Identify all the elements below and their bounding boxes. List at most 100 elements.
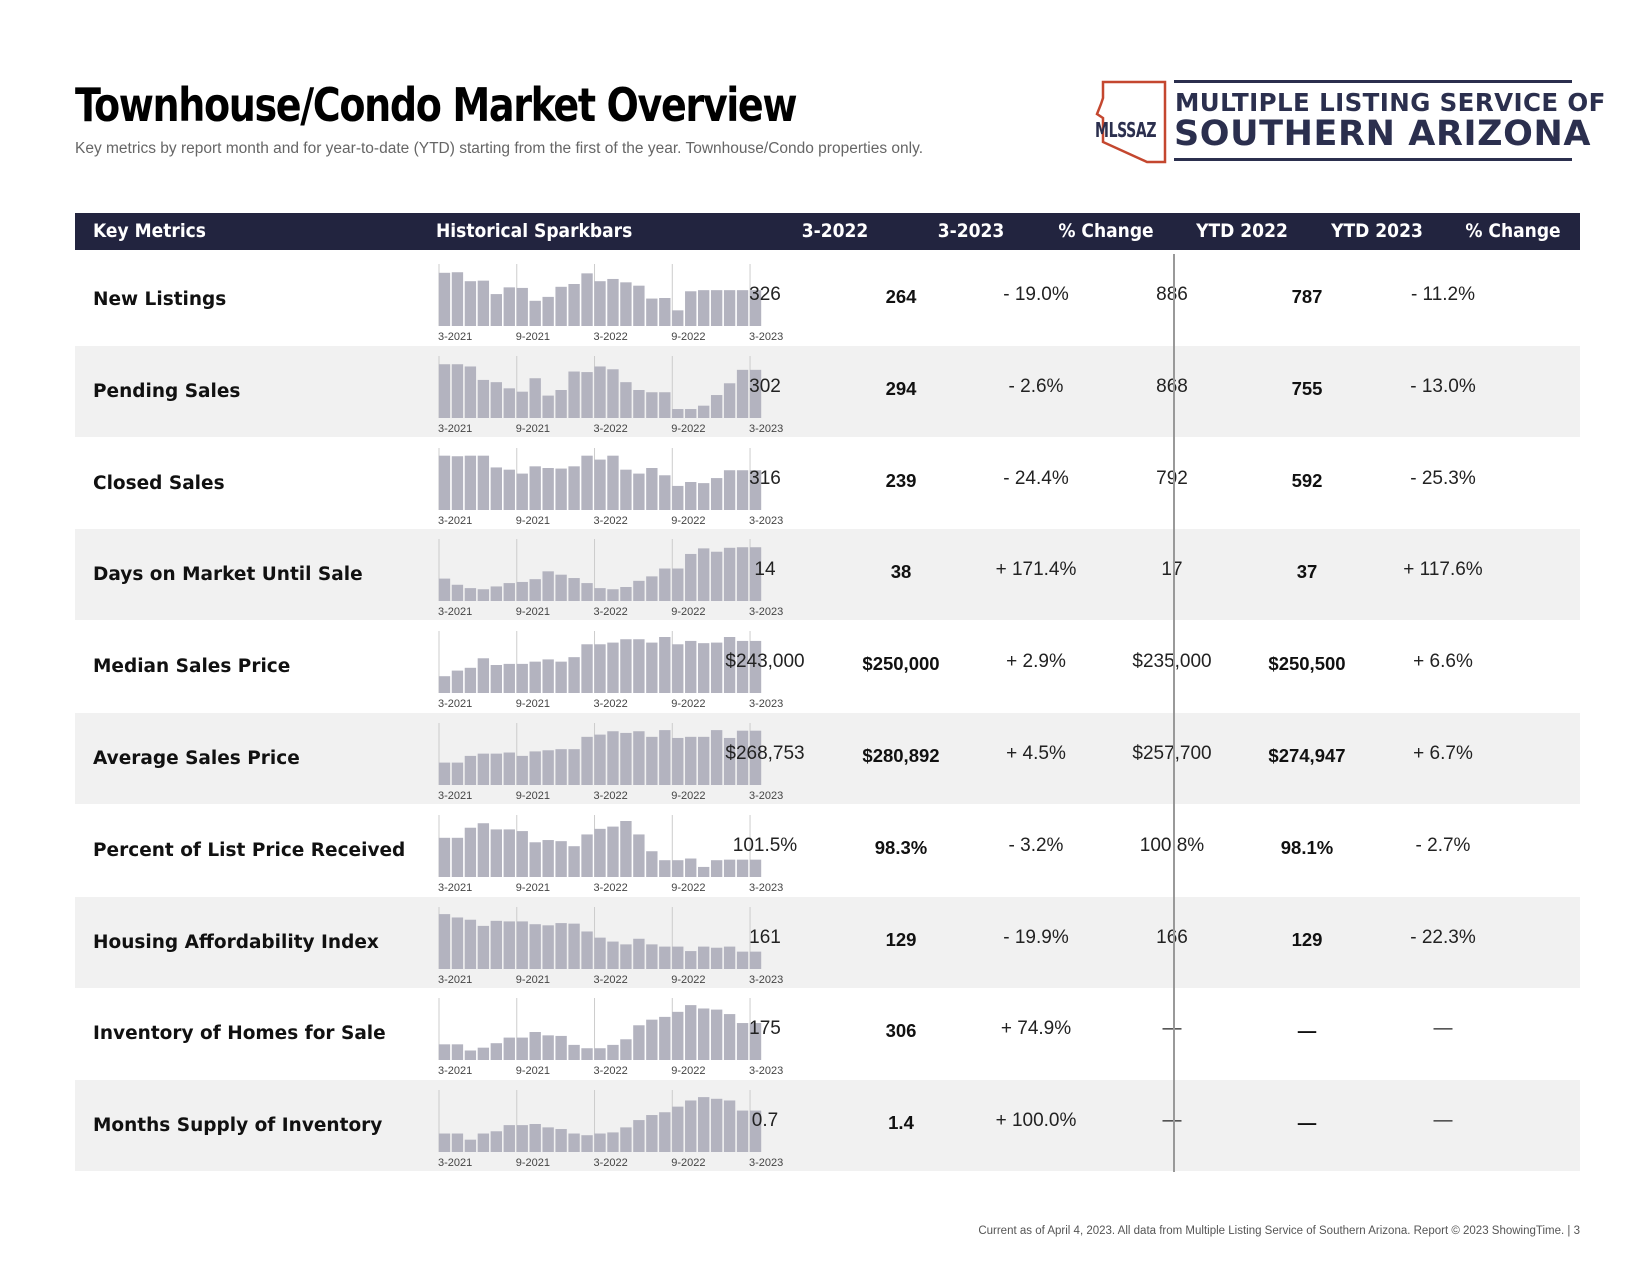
value-month-2022: 175 xyxy=(749,1018,781,1040)
sparkbar-bar xyxy=(710,730,723,785)
sparkbar-bar xyxy=(672,737,684,785)
sparkbar-bar xyxy=(451,837,464,877)
sparkbar-bar xyxy=(581,931,593,969)
sparkbar-bar xyxy=(529,300,541,326)
sparkbar-bar xyxy=(646,851,658,877)
sparkbar-bar xyxy=(633,473,645,510)
sparkbar-bar xyxy=(464,1139,477,1153)
value-ytd-pct-change: — xyxy=(1433,1018,1453,1040)
sparkbar-tick-label: 3-2021 xyxy=(438,1065,472,1077)
sparkbar-bar xyxy=(438,272,451,326)
value-pct-change: - 19.0% xyxy=(1003,284,1069,305)
sparkbar-bar xyxy=(542,1127,554,1153)
sparkbar-bar xyxy=(736,951,749,969)
sparkbar-bar xyxy=(698,405,710,418)
sparkbar-tick-label: 9-2022 xyxy=(671,331,705,343)
sparkbar-bar xyxy=(659,730,671,785)
sparkbar-bar xyxy=(503,388,515,418)
sparkbar-tick-label: 3-2023 xyxy=(749,606,783,618)
sparkbar-tick-label: 3-2021 xyxy=(438,1157,472,1169)
header-ytd-2023: YTD 2023 xyxy=(1331,220,1423,242)
sparkbar-chart: 3-2021 9-2021 3-2022 9-2022 3-2023 xyxy=(438,1090,783,1169)
sparkbar-chart: 3-2021 9-2021 3-2022 9-2022 3-2023 xyxy=(438,906,783,986)
sparkbar-bar xyxy=(568,845,580,877)
sparkbar-tick-label: 3-2021 xyxy=(438,423,472,435)
sparkbar-bar xyxy=(607,278,619,326)
value-month-2023: 1.4 xyxy=(888,1112,914,1134)
sparkbar-bar xyxy=(451,364,464,418)
sparkbar-bar xyxy=(659,568,671,602)
sparkbar-bar xyxy=(594,644,606,694)
sparkbar-bar xyxy=(672,946,684,969)
sparkbar-bar xyxy=(581,371,593,418)
sparkbar-bar xyxy=(698,1008,710,1061)
sparkbar-bar xyxy=(594,937,606,969)
value-ytd-pct-change: - 13.0% xyxy=(1410,375,1476,397)
sparkbar-bar xyxy=(438,364,451,418)
value-ytd-2023: $274,947 xyxy=(1268,745,1346,766)
sparkbar-bar xyxy=(477,1133,490,1153)
header-ytd-2022: YTD 2022 xyxy=(1196,220,1288,242)
metric-label: Housing Affordability Index xyxy=(93,931,379,953)
sparkbar-tick-label: 9-2022 xyxy=(671,1157,705,1169)
sparkbar-bar xyxy=(710,859,723,877)
sparkbar-bar xyxy=(555,840,567,877)
sparkbar-bar xyxy=(633,639,645,694)
sparkbar-bar xyxy=(607,826,619,877)
sparkbar-bar xyxy=(464,588,477,602)
value-ytd-2023: — xyxy=(1297,1020,1317,1042)
sparkbar-bar xyxy=(594,588,606,602)
sparkbar-bar xyxy=(749,1110,762,1153)
sparkbar-bar xyxy=(503,829,515,877)
metric-label: Pending Sales xyxy=(93,380,241,402)
sparkbar-bar xyxy=(607,369,619,418)
sparkbar-bar xyxy=(464,919,477,969)
sparkbar-bar xyxy=(490,665,502,694)
sparkbar-bar xyxy=(464,827,477,877)
sparkbar-bar xyxy=(594,1048,606,1061)
sparkbar-bar xyxy=(555,1129,567,1153)
sparkbar-bar xyxy=(672,1012,684,1061)
sparkbar-bar xyxy=(749,730,762,785)
sparkbar-bar xyxy=(529,842,541,877)
sparkbar-bar xyxy=(633,834,645,877)
value-ytd-2022: 17 xyxy=(1161,559,1183,581)
sparkbar-bar xyxy=(620,381,632,418)
sparkbar-bar xyxy=(659,637,671,694)
sparkbar-bar xyxy=(607,1132,619,1153)
sparkbar-bar xyxy=(736,547,749,602)
value-ytd-2022: 868 xyxy=(1156,375,1188,397)
sparkbar-bar xyxy=(581,583,593,602)
sparkbar-bar xyxy=(710,642,723,694)
sparkbar-bar xyxy=(568,1133,580,1153)
sparkbar-bar xyxy=(659,946,671,969)
sparkbar-tick-label: 3-2023 xyxy=(749,423,783,435)
table-row: New Listings 3-2021 9-2021 3-2022 9-2022 3-20… xyxy=(75,254,1580,345)
sparkbar-bar xyxy=(685,641,697,694)
sparkbar-bar xyxy=(464,667,477,694)
sparkbar-bar xyxy=(633,1120,645,1153)
logo-line-1: MULTIPLE LISTING SERVICE OF xyxy=(1175,88,1606,117)
sparkbar-bar xyxy=(594,366,606,418)
sparkbar-chart: 3-2021 9-2021 3-2022 9-2022 3-2023 xyxy=(438,355,783,435)
sparkbar-bar xyxy=(438,676,451,694)
sparkbar-tick-label: 3-2022 xyxy=(594,790,628,802)
sparkbar-tick-label: 9-2021 xyxy=(516,331,550,343)
sparkbar-bar xyxy=(710,1098,723,1153)
sparkbar-bar xyxy=(659,392,671,418)
sparkbar-bar xyxy=(516,664,528,694)
sparkbar-bar xyxy=(581,1135,593,1153)
value-ytd-pct-change: + 6.7% xyxy=(1413,743,1473,764)
sparkbar-bar xyxy=(672,859,684,877)
metric-label: Months Supply of Inventory xyxy=(93,1115,383,1137)
sparkbar-tick-label: 3-2021 xyxy=(438,974,472,986)
sparkbar-bar xyxy=(723,637,736,694)
sparkbar-bar xyxy=(490,1043,502,1061)
sparkbar-bar xyxy=(503,664,515,694)
sparkbar-bar xyxy=(542,1035,554,1061)
sparkbar-bar xyxy=(594,1133,606,1153)
sparkbar-bar xyxy=(736,730,749,785)
sparkbar-bar xyxy=(646,576,658,602)
sparkbar-bar xyxy=(451,455,464,510)
sparkbar-bar xyxy=(529,661,541,694)
